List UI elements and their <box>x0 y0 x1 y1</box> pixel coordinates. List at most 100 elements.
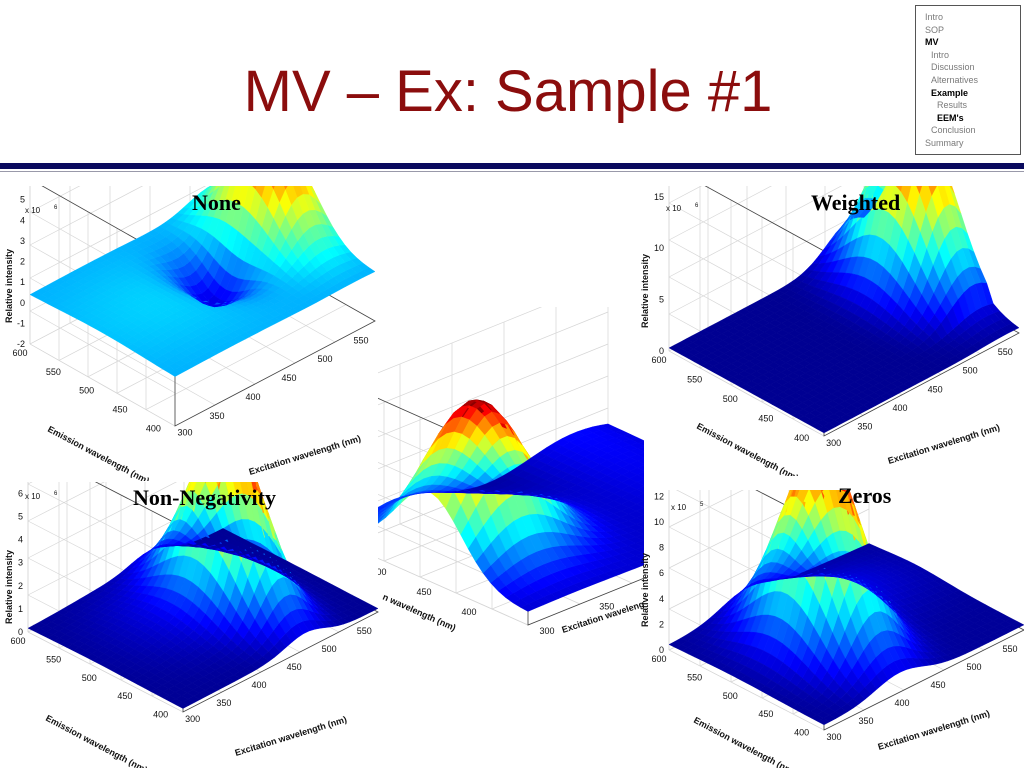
y-tick-label: 500 <box>723 394 738 404</box>
title-divider <box>0 163 1024 169</box>
y-tick-label: 550 <box>687 672 702 682</box>
surface <box>668 186 1020 434</box>
y-tick-label: 550 <box>687 375 702 385</box>
x-tick-label: 400 <box>894 698 909 708</box>
x-tick-label: 550 <box>1002 644 1017 654</box>
z-tick-label: -2 <box>17 339 25 349</box>
y-tick-label: 600 <box>651 654 666 664</box>
x-tick-label: 300 <box>826 438 841 448</box>
z-multiplier-exponent: 6 <box>695 203 699 209</box>
x-tick-label: 350 <box>599 602 614 612</box>
nav-item-results[interactable]: Results <box>937 100 968 111</box>
z-tick-label: 0 <box>659 346 664 356</box>
x-tick-label: 400 <box>245 392 260 402</box>
x-axis-label: Excitation wavelength (nm) <box>248 433 362 477</box>
y-axis-label: Emission wavelength (nm) <box>695 421 800 476</box>
x-tick-label: 300 <box>539 626 554 636</box>
z-multiplier: x 10 <box>25 206 41 215</box>
x-tick-label: 350 <box>857 421 872 431</box>
chart-none-label: None <box>192 190 241 215</box>
nav-item-intro[interactable]: Intro <box>925 12 944 22</box>
z-tick-label: 10 <box>654 243 664 253</box>
x-tick-label: 500 <box>322 644 337 654</box>
nav-item-conclusion[interactable]: Conclusion <box>931 125 976 136</box>
y-tick-label: 550 <box>46 367 61 377</box>
z-tick-label: 0 <box>659 645 664 655</box>
surface <box>27 482 379 709</box>
x-tick-label: 300 <box>185 714 200 724</box>
z-tick-label: 5 <box>18 511 23 521</box>
y-tick-label: 400 <box>146 423 161 433</box>
y-tick-label: 400 <box>794 433 809 443</box>
z-tick-label: 4 <box>18 535 23 545</box>
z-multiplier: x 10 <box>671 503 687 512</box>
y-axis-label: Emission wavelength (nm) <box>44 713 149 768</box>
z-tick-label: 4 <box>20 215 25 225</box>
z-multiplier: x 10 <box>666 204 682 213</box>
y-tick-label: 500 <box>723 691 738 701</box>
x-tick-label: 550 <box>357 626 372 636</box>
title-divider-thin <box>0 171 1024 172</box>
nav-item-example[interactable]: Example <box>931 87 969 98</box>
z-tick-label: 12 <box>654 491 664 501</box>
navigation-list: Intro SOP MV Intro Discussion Alternatives Exa… <box>916 11 1020 150</box>
chart-nonneg-eem: 0123456783003504004505005504004505005506… <box>4 482 379 768</box>
nav-item-discussion[interactable]: Discussion <box>931 62 975 73</box>
z-axis-label: Relative intensity <box>640 254 650 328</box>
x-tick-label: 350 <box>858 716 873 726</box>
x-tick-label: 550 <box>998 347 1013 357</box>
x-axis-label: Excitation wavelength (nm) <box>561 589 644 635</box>
nav-item-summary[interactable]: Summary <box>925 137 964 148</box>
z-tick-label: 5 <box>659 295 664 305</box>
y-tick-label: 450 <box>113 405 128 415</box>
chart-weighted-label: Weighted <box>811 190 901 215</box>
z-tick-label: 2 <box>659 619 664 629</box>
z-tick-label: 2 <box>18 581 23 591</box>
x-tick-label: 450 <box>930 680 945 690</box>
z-multiplier: x 10 <box>25 492 41 501</box>
x-tick-label: 500 <box>317 354 332 364</box>
chart-none-eem: -2 -1 0 1 2 3 4 5 6 300 350 400 450 500 550 400 450 500 55… <box>4 186 376 481</box>
x-tick-label: 500 <box>966 662 981 672</box>
slide-title: MV – Ex: Sample #1 <box>243 59 773 124</box>
x-tick-label: 350 <box>216 698 231 708</box>
y-tick-label: 400 <box>461 607 476 617</box>
nav-item-intro[interactable]: Intro <box>931 49 950 60</box>
x-tick-label: 500 <box>963 366 978 376</box>
nav-item-eem-s[interactable]: EEM's <box>937 112 964 123</box>
y-tick-label: 400 <box>794 728 809 738</box>
x-axis-label: Excitation wavelength (nm) <box>234 714 348 758</box>
y-tick-label: 600 <box>10 636 25 646</box>
x-axis-label: Excitation wavelength (nm) <box>887 422 1001 466</box>
x-tick-label: 350 <box>209 411 224 421</box>
y-tick-label: 450 <box>758 414 773 424</box>
y-tick-label: 550 <box>46 654 61 664</box>
x-tick-label: 400 <box>892 403 907 413</box>
navigation-outline: Intro SOP MV Intro Discussion Alternatives Exa… <box>915 5 1021 155</box>
chart-nonneg-label: Non-Negativity <box>133 485 276 510</box>
x-tick-label: 450 <box>928 384 943 394</box>
z-tick-label: 8 <box>659 543 664 553</box>
z-tick-label: -1 <box>17 318 25 328</box>
nav-item-mv[interactable]: MV <box>925 37 939 48</box>
z-axis-label: Relative intensity <box>4 550 14 624</box>
y-axis-label: Emission wavelength (nm) <box>46 424 151 481</box>
nav-item-alternatives[interactable]: Alternatives <box>931 74 979 85</box>
nav-item-sop[interactable]: SOP <box>925 24 945 35</box>
z-tick-label: 10 <box>654 517 664 527</box>
z-tick-label: 3 <box>20 236 25 246</box>
y-tick-label: 600 <box>12 348 27 358</box>
y-tick-label: 450 <box>117 691 132 701</box>
z-tick-label: 1 <box>20 277 25 287</box>
y-tick-label: 450 <box>416 587 431 597</box>
x-tick-label: 400 <box>251 680 266 690</box>
x-tick-label: 300 <box>826 732 841 742</box>
z-multiplier-exponent: 6 <box>54 491 58 497</box>
x-tick-label: 450 <box>287 662 302 672</box>
z-tick-label: 0 <box>20 298 25 308</box>
z-tick-label: 6 <box>659 568 664 578</box>
x-tick-label: 300 <box>177 428 192 438</box>
chart-zeros-eem: 0246810121416300350400450500550400450500… <box>640 490 1024 768</box>
y-tick-label: 500 <box>378 567 387 577</box>
z-tick-label: 6 <box>18 488 23 498</box>
